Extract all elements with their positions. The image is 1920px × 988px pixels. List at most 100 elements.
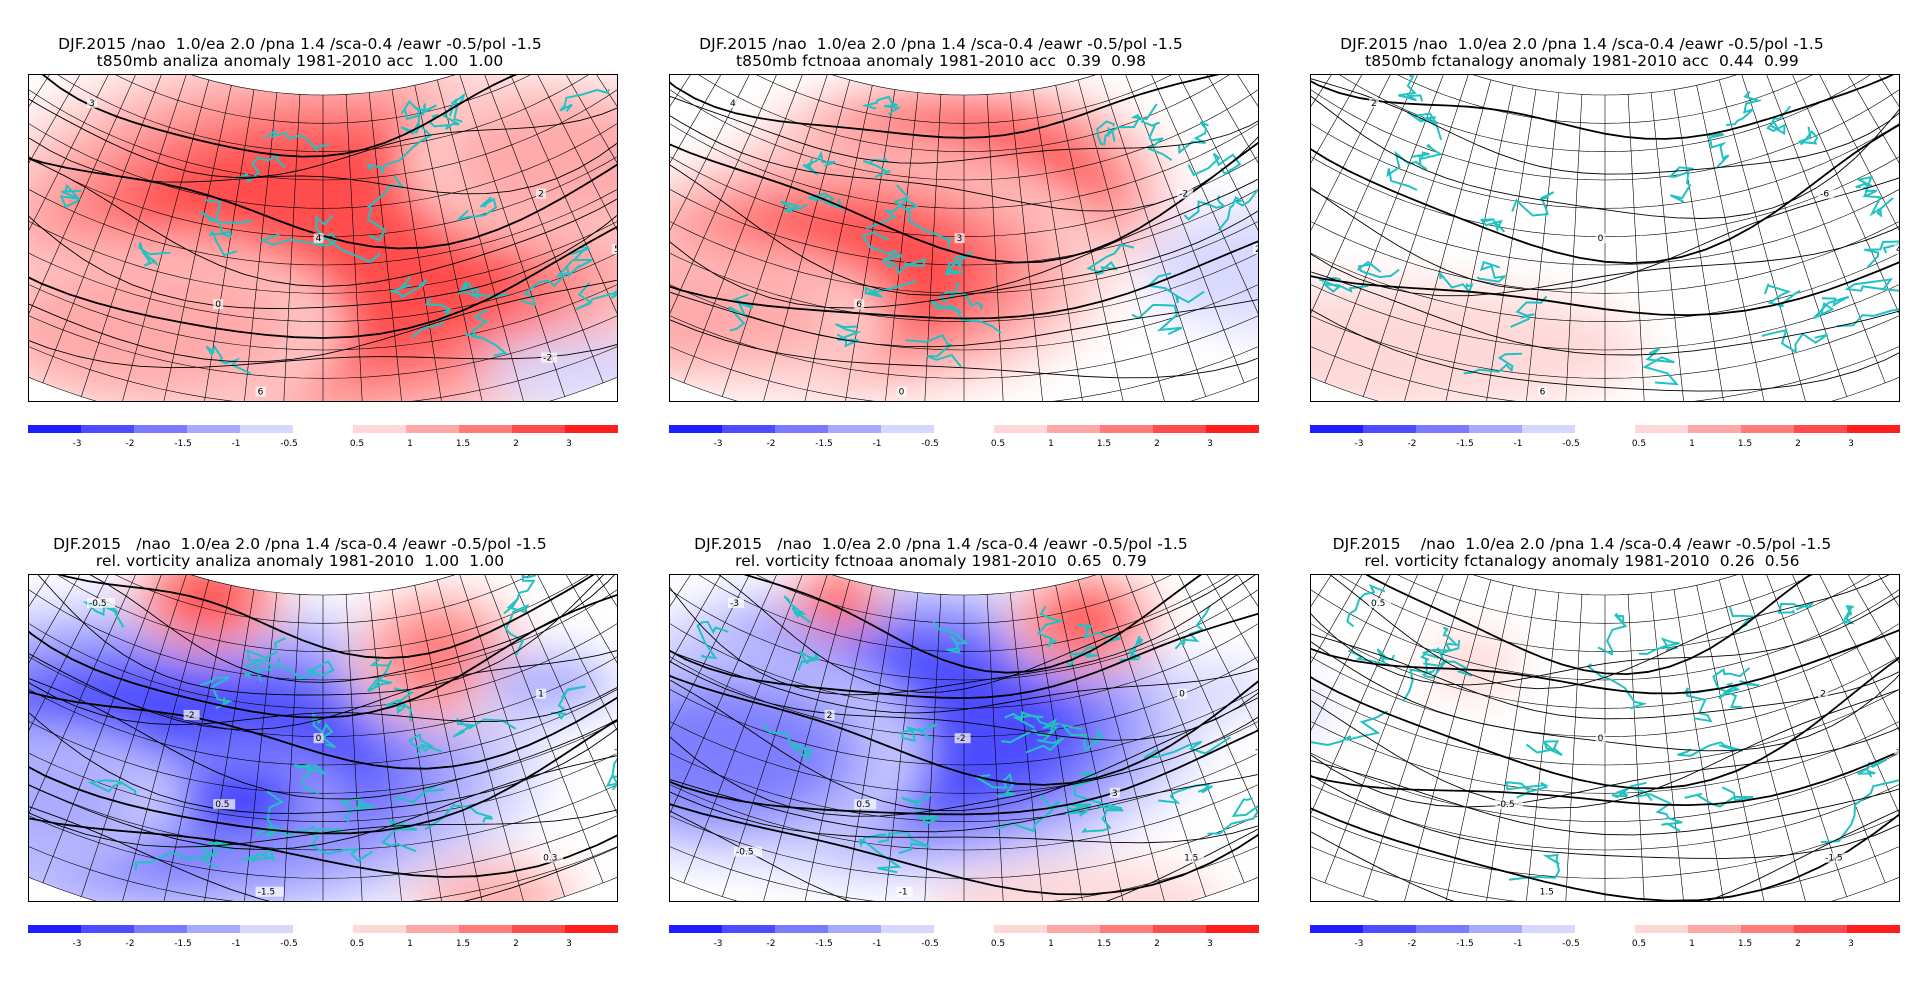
parallel-line xyxy=(29,721,617,794)
contour-line xyxy=(1311,619,1899,720)
coastline-segment xyxy=(388,276,427,299)
contour-line xyxy=(29,718,617,851)
contour-label: 1.5 xyxy=(1540,888,1554,898)
coastline-segment xyxy=(1096,120,1116,146)
coastline-segment xyxy=(1036,605,1065,648)
colorbar-label: 1.5 xyxy=(456,939,470,949)
coastline-segment xyxy=(385,687,415,722)
coastline-segment xyxy=(885,249,926,275)
contour-label: 0 xyxy=(1598,234,1604,244)
coastline-segment xyxy=(293,763,326,795)
contour-line xyxy=(29,86,617,178)
colorbar-segment xyxy=(459,925,512,933)
contour-line xyxy=(1311,229,1899,392)
map-frame: -3 -2 -1.5 -1 0 0.5 1.5 2 3 -0.5 xyxy=(669,574,1259,902)
parallel-line xyxy=(670,721,1258,794)
colorbar-label: -0.5 xyxy=(1562,439,1580,449)
colorbar-label: -1 xyxy=(1514,939,1523,949)
contour-label: 0 xyxy=(1179,690,1185,700)
coastline-segment xyxy=(1611,781,1653,802)
contour-label: 6 xyxy=(1540,388,1546,398)
colorbar-label: 2 xyxy=(1795,439,1801,449)
colorbar-label: -2 xyxy=(767,439,776,449)
contour-line xyxy=(670,629,1258,714)
colorbar-label: 3 xyxy=(1207,939,1213,949)
colorbar: -3 -2 -1.5 -1 -0.5 0.5 1 1.5 2 3 xyxy=(669,423,1259,453)
colorbar-segment xyxy=(1635,925,1688,933)
colorbar-label: 2 xyxy=(513,439,519,449)
contour-line xyxy=(1311,583,1899,686)
colorbar-segment xyxy=(994,925,1047,933)
coastline-segment xyxy=(1636,793,1683,832)
coastline-segment xyxy=(1077,623,1121,646)
coastline-segment xyxy=(835,323,862,348)
panel-title-line2: t850mb analiza anomaly 1981-2010 acc 1.0… xyxy=(96,52,504,70)
colorbar-label: 3 xyxy=(1848,939,1854,949)
parallel-line xyxy=(1397,75,1813,124)
contour-label: 4 xyxy=(730,99,736,109)
parallel-line xyxy=(698,75,1230,153)
contour-line xyxy=(29,653,617,800)
contour-label: 4 xyxy=(1896,245,1899,255)
parallel-line xyxy=(670,252,1258,323)
meridian-line xyxy=(1650,592,1684,901)
colorbar-label: 1.5 xyxy=(1097,439,1111,449)
coastline-segment xyxy=(905,334,962,368)
colorbar-segment xyxy=(1047,425,1100,433)
colorbar-label: 1.5 xyxy=(1738,939,1752,949)
parallel-line xyxy=(1311,721,1899,794)
colorbar: -3 -2 -1.5 -1 -0.5 0.5 1 1.5 2 3 xyxy=(669,923,1259,953)
colorbar-label: 1 xyxy=(1048,939,1054,949)
colorbar-label: -2 xyxy=(1408,439,1417,449)
contour-labels: 0.5 0 -1 1.5 2 -0.5 -1.5 xyxy=(1369,597,1899,898)
parallel-line xyxy=(29,623,617,709)
colorbar-label: -0.5 xyxy=(921,439,939,449)
contour-lines xyxy=(1311,575,1899,901)
coastline-segment xyxy=(943,251,974,276)
parallel-line xyxy=(1311,189,1899,266)
contour-line xyxy=(1311,75,1899,140)
coastline-segment xyxy=(862,157,891,178)
coastline-segment xyxy=(199,199,253,224)
coastline-segment xyxy=(861,95,902,115)
anomaly-shading xyxy=(670,75,1258,401)
contour-line xyxy=(1311,711,1899,859)
meridian-line xyxy=(1696,85,1765,401)
coastline-segment xyxy=(1763,283,1801,308)
coastline-segment xyxy=(1510,295,1548,328)
coastline-segment xyxy=(1004,710,1044,729)
colorbar-label: -3 xyxy=(714,439,723,449)
colorbar: -3 -2 -1.5 -1 -0.5 0.5 1 1.5 2 3 xyxy=(1310,923,1900,953)
coastline-segment xyxy=(241,847,278,864)
coastline-segment xyxy=(1857,758,1887,778)
contour-label: -3 xyxy=(730,599,739,609)
coastline-segment xyxy=(1347,648,1395,667)
contour-label: -1.5 xyxy=(258,888,276,898)
anomaly-shading xyxy=(1311,281,1649,401)
coastline-segment xyxy=(1813,295,1850,320)
contour-line xyxy=(670,744,1258,901)
colorbar-segment xyxy=(512,425,565,433)
coastline-segment xyxy=(1707,132,1730,169)
colorbar-segment xyxy=(1522,425,1575,433)
coastline-segment xyxy=(244,637,286,669)
colorbar-label: -1 xyxy=(232,439,241,449)
coastline-segment xyxy=(864,279,917,298)
colorbar-label: -0.5 xyxy=(1562,939,1580,949)
panel-t850-fctnoaa: DJF.2015 /nao 1.0/ea 2.0 /pna 1.4 /sca-0… xyxy=(641,36,1259,449)
contour-label: -1.5 xyxy=(1825,854,1843,864)
contour-line xyxy=(1311,105,1899,265)
contour-label: 3 xyxy=(1112,789,1118,799)
colorbar-label: 1 xyxy=(1048,439,1054,449)
colorbar-segment xyxy=(1522,925,1575,933)
coastline-segment xyxy=(1480,218,1506,233)
parallel-line xyxy=(831,575,1097,596)
colorbar-label: -0.5 xyxy=(280,939,298,949)
colorbar-segment xyxy=(187,425,240,433)
contour-line xyxy=(29,652,617,814)
panel-t850-fctanalogy: DJF.2015 /nao 1.0/ea 2.0 /pna 1.4 /sca-0… xyxy=(1282,36,1900,449)
colorbar-segment xyxy=(669,925,722,933)
colorbar-label: 0.5 xyxy=(1632,439,1646,449)
colorbar-label: -1.5 xyxy=(815,439,833,449)
parallel-line xyxy=(57,75,589,153)
